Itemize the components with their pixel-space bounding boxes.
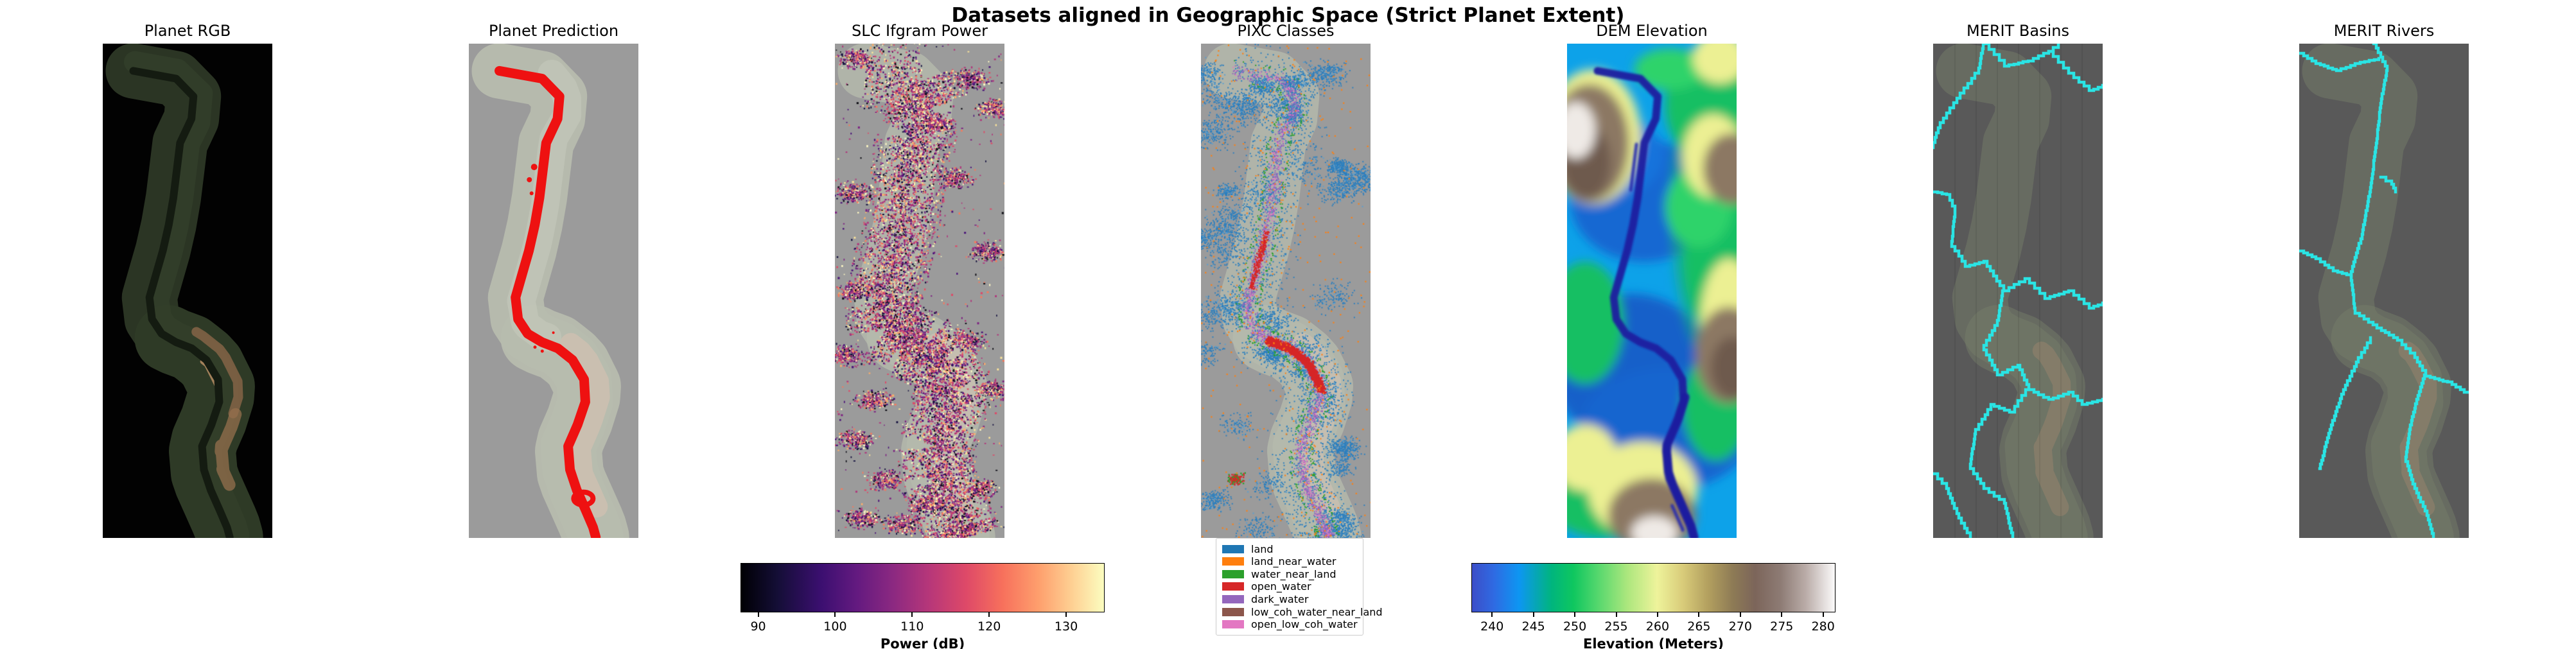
panel-title-merit-basins: MERIT Basins [1967, 22, 2069, 40]
dem-river-channel [1593, 67, 1699, 538]
legend-swatch [1222, 620, 1244, 629]
colorbar-tick-label: 130 [1054, 619, 1078, 634]
legend-swatch [1222, 595, 1244, 604]
panel-planet-prediction: Planet Prediction [469, 22, 638, 538]
colorbar-tick-label: 120 [977, 619, 1001, 634]
colorbar-tick [1615, 612, 1617, 617]
colorbar-tick-label: 270 [1728, 619, 1752, 634]
legend-swatch [1222, 569, 1244, 578]
pixc-classes-legend: land land_near_water water_near_land open_w… [1216, 538, 1383, 636]
legend-label: land [1251, 542, 1274, 555]
colorbar-tick-label: 100 [823, 619, 847, 634]
colorbar-elevation-gradient [1471, 563, 1836, 612]
panel-slc-ifgram-power: SLC Ifgram Power [835, 22, 1004, 538]
legend-label: water_near_land [1251, 567, 1336, 580]
colorbar-tick [1781, 612, 1783, 617]
colorbar-tick [1822, 612, 1824, 617]
legend-swatch [1222, 607, 1244, 616]
legend-item: water_near_land [1222, 568, 1357, 580]
panel-pixc-classes: PIXC Classes [1201, 22, 1371, 538]
panel-title-merit-rivers: MERIT Rivers [2333, 22, 2435, 40]
legend-swatch [1222, 582, 1244, 591]
pixc-classes-map [1201, 44, 1371, 538]
colorbar-power: Power (dB) 90 100 110 120 130 [740, 563, 1105, 649]
legend-label: low_coh_water_near_land [1251, 605, 1383, 618]
panel-title-dem-elevation: DEM Elevation [1596, 22, 1708, 40]
colorbar-tick [1065, 612, 1067, 617]
dem-elevation-map [1567, 44, 1737, 538]
legend-item: dark_water [1222, 593, 1357, 606]
colorbar-tick [757, 612, 759, 617]
planet-prediction-map [469, 44, 638, 538]
colorbar-tick [1656, 612, 1658, 617]
colorbar-tick-label: 90 [750, 619, 766, 634]
planet-rgb-map [103, 44, 272, 538]
colorbar-tick-label: 255 [1604, 619, 1628, 634]
panel-merit-rivers: MERIT Rivers [2299, 22, 2469, 538]
colorbar-elevation: Elevation (Meters) 240 245 250 255 260 265 270… [1471, 563, 1836, 649]
panel-title-pixc-classes: PIXC Classes [1237, 22, 1335, 40]
legend-item: open_water [1222, 580, 1357, 593]
colorbar-tick-label: 240 [1480, 619, 1504, 634]
colorbar-elevation-label: Elevation (Meters) [1582, 636, 1724, 649]
legend-label: dark_water [1251, 593, 1309, 606]
legend-label: open_water [1251, 580, 1311, 593]
colorbar-tick [1574, 612, 1576, 617]
legend-swatch [1222, 544, 1244, 553]
legend-item: land_near_water [1222, 555, 1357, 568]
colorbar-tick-label: 110 [900, 619, 924, 634]
slc-speckle-layer [835, 44, 1004, 538]
colorbar-tick [911, 612, 913, 617]
legend-label: land_near_water [1251, 555, 1336, 568]
colorbar-tick-label: 265 [1687, 619, 1711, 634]
panel-planet-rgb: Planet RGB [103, 22, 272, 538]
dem-terrain-blobs [1567, 44, 1737, 538]
colorbar-tick-label: 245 [1521, 619, 1545, 634]
slc-ifgram-power-map [835, 44, 1004, 538]
colorbar-tick [1491, 612, 1493, 617]
colorbar-power-gradient [740, 563, 1105, 612]
legend-item: land [1222, 543, 1357, 555]
colorbar-tick-label: 280 [1811, 619, 1835, 634]
colorbar-tick [1532, 612, 1534, 617]
colorbar-power-label: Power (dB) [880, 636, 965, 649]
panel-title-slc-ifgram-power: SLC Ifgram Power [852, 22, 988, 40]
merit-rivers-map [2299, 44, 2469, 538]
colorbar-tick [834, 612, 836, 617]
colorbar-tick [988, 612, 990, 617]
legend-label: open_low_coh_water [1251, 618, 1358, 631]
colorbar-tick-label: 250 [1563, 619, 1587, 634]
panel-title-planet-prediction: Planet Prediction [488, 22, 619, 40]
legend-item: open_low_coh_water [1222, 618, 1358, 631]
merit-basins-map [1933, 44, 2103, 538]
figure-title: Datasets aligned in Geographic Space (St… [951, 4, 1625, 27]
legend-swatch [1222, 557, 1244, 566]
colorbar-tick [1698, 612, 1700, 617]
colorbar-tick-label: 260 [1645, 619, 1670, 634]
legend-item: low_coh_water_near_land [1222, 606, 1383, 618]
colorbar-tick-label: 275 [1770, 619, 1794, 634]
colorbar-tick [1739, 612, 1741, 617]
panel-title-planet-rgb: Planet RGB [144, 22, 231, 40]
pixc-speckle-layer [1201, 44, 1371, 538]
panel-merit-basins: MERIT Basins [1933, 22, 2103, 538]
panel-dem-elevation: DEM Elevation [1567, 22, 1737, 538]
